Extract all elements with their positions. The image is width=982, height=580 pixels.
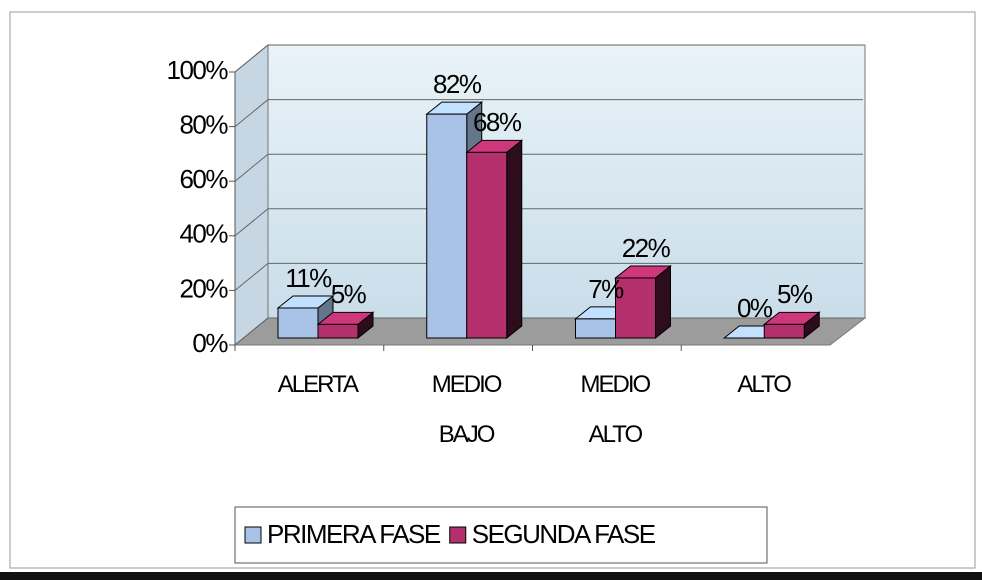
value-label: 7%: [588, 274, 624, 304]
bar-front: [763, 323, 805, 339]
bar: [614, 264, 672, 340]
x-tick-label: ALERTA: [277, 371, 359, 398]
bar-front: [426, 113, 468, 339]
y-tick-label: 0%: [192, 328, 228, 358]
value-label: 22%: [622, 233, 671, 263]
value-label: 82%: [433, 69, 482, 99]
grid-line: [234, 208, 863, 237]
bar-front: [615, 277, 656, 339]
legend-label: PRIMERA FASE: [267, 519, 441, 549]
value-label: 11%: [285, 263, 332, 293]
legend-swatch: [449, 526, 467, 544]
bar-front: [277, 307, 319, 339]
grid-line: [234, 153, 863, 182]
x-tick-label: MEDIO BAJO: [431, 371, 503, 448]
bar: [316, 311, 375, 340]
back-wall: [267, 44, 866, 319]
bar: [276, 294, 335, 340]
legend-box: [234, 506, 768, 564]
bottom-edge: [0, 572, 982, 580]
bar-front: [466, 151, 508, 339]
bar-front: [575, 318, 616, 339]
x-tick-label: ALTO: [737, 371, 791, 398]
value-label: 5%: [331, 279, 367, 309]
legend-label: SEGUNDA FASE: [472, 519, 656, 549]
side-wall: [234, 43, 269, 347]
grid-line: [234, 44, 863, 73]
bar: [762, 311, 821, 340]
grid-line: [234, 99, 863, 127]
bar-front: [317, 323, 359, 339]
bar-side: [506, 139, 523, 340]
value-label: 5%: [777, 279, 813, 309]
legend-swatch: [244, 526, 262, 544]
y-tick-label: 40%: [179, 219, 228, 249]
value-label: 0%: [737, 293, 773, 323]
y-tick-label: 80%: [179, 109, 228, 139]
value-label: 68%: [473, 107, 522, 137]
x-tick-label: MEDIO ALTO: [580, 371, 652, 448]
bar: [465, 139, 524, 340]
y-tick-label: 60%: [179, 164, 228, 194]
y-tick-label: 20%: [179, 273, 228, 303]
y-tick-label: 100%: [167, 55, 229, 85]
grid-line: [234, 262, 863, 291]
